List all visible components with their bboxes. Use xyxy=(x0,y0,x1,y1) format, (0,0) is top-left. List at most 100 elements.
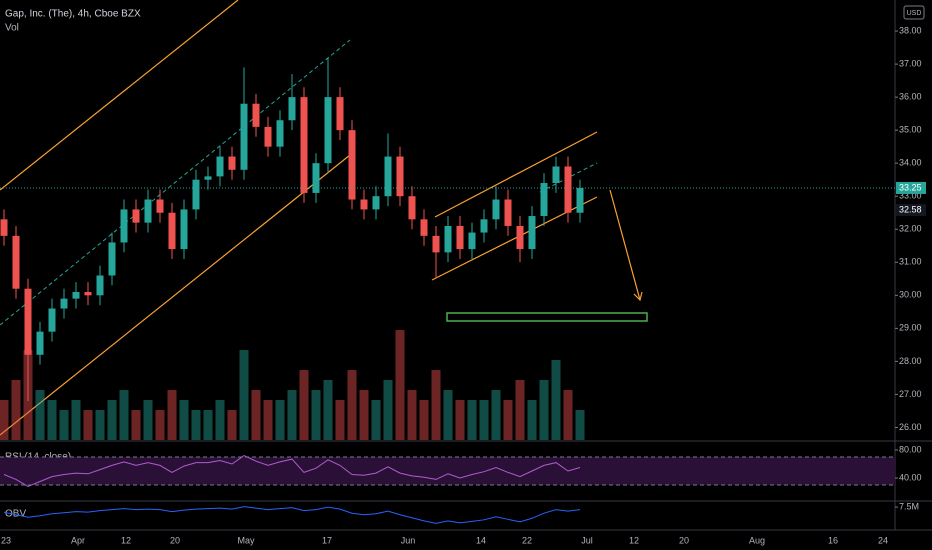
volume-bar xyxy=(107,400,117,440)
candle-body xyxy=(540,183,548,217)
x-tick-label: 22 xyxy=(522,535,532,545)
rsi-band xyxy=(0,456,895,486)
candle-body xyxy=(312,163,320,193)
obv-label: OBV xyxy=(5,509,26,520)
candle-body xyxy=(216,156,224,177)
volume-label: Vol xyxy=(5,23,19,34)
volume-bar xyxy=(431,370,441,440)
candle-body xyxy=(384,156,392,197)
volume-bar xyxy=(551,360,561,440)
volume-bar xyxy=(251,390,261,440)
candle-body xyxy=(564,166,572,213)
x-tick-label: 20 xyxy=(170,535,180,545)
volume-bar xyxy=(419,400,429,440)
candle-body xyxy=(0,219,8,236)
y-tick-label: 34.00 xyxy=(899,158,922,168)
currency-box xyxy=(903,5,925,20)
x-tick-label: Aug xyxy=(749,535,765,545)
candle-body xyxy=(60,298,68,309)
candle-body xyxy=(228,156,236,170)
volume-bar xyxy=(227,410,237,440)
volume-bar xyxy=(143,400,153,440)
x-tick-label: Jul xyxy=(581,535,593,545)
candle-body xyxy=(336,97,344,131)
y-tick-label: 33.00 xyxy=(899,191,922,201)
y-tick-label: 37.00 xyxy=(899,58,922,68)
price-tag-label: 33.25 xyxy=(899,182,922,192)
trend-line xyxy=(0,0,239,191)
volume-bar xyxy=(263,400,273,440)
x-tick-label: 24 xyxy=(878,535,888,545)
volume-bar xyxy=(407,390,417,440)
candle-body xyxy=(168,212,176,250)
volume-bar xyxy=(167,390,177,440)
volume-bar xyxy=(359,390,369,440)
volume-bar xyxy=(371,400,381,440)
candle-body xyxy=(132,209,140,223)
volume-bar xyxy=(131,410,141,440)
candle-body xyxy=(468,232,476,250)
candle-body xyxy=(96,275,104,296)
x-tick-label: 16 xyxy=(828,535,838,545)
candle-body xyxy=(180,209,188,250)
candle-body xyxy=(432,235,440,253)
arrow-head xyxy=(633,291,643,302)
candle-body xyxy=(348,130,356,200)
x-tick-label: 14 xyxy=(476,535,486,545)
candle-body xyxy=(300,97,308,193)
volume-bar xyxy=(311,390,321,440)
candle-body xyxy=(408,196,416,220)
trend-line xyxy=(0,39,351,326)
y-tick-label: 27.00 xyxy=(899,389,922,399)
volume-bar xyxy=(59,410,69,440)
x-tick-label: 23 xyxy=(1,535,11,545)
volume-bar xyxy=(83,410,93,440)
volume-bar xyxy=(347,370,357,440)
candle-body xyxy=(444,225,452,253)
volume-bar xyxy=(95,410,105,440)
candle-body xyxy=(492,199,500,220)
volume-bar xyxy=(155,410,165,440)
candle-body xyxy=(324,97,332,164)
price-tag xyxy=(896,181,926,194)
x-tick-label: May xyxy=(237,535,255,545)
candle-body xyxy=(144,199,152,223)
volume-bar xyxy=(191,410,201,440)
price-tag-label: 32.58 xyxy=(899,204,922,214)
volume-bar xyxy=(11,380,21,440)
candle-body xyxy=(396,156,404,197)
candle-body xyxy=(72,292,80,299)
volume-bar xyxy=(527,400,537,440)
obv-line xyxy=(3,506,581,524)
volume-bar xyxy=(539,380,549,440)
volume-bar xyxy=(215,400,225,440)
volume-bar xyxy=(47,400,57,440)
candle-body xyxy=(24,288,32,355)
volume-bar xyxy=(503,400,513,440)
y-tick-label: 28.00 xyxy=(899,356,922,366)
volume-bar xyxy=(203,410,213,440)
candle-body xyxy=(240,103,248,170)
y-tick-label: 31.00 xyxy=(899,257,922,267)
volume-bar xyxy=(515,380,525,440)
x-tick-label: Apr xyxy=(71,535,85,545)
volume-bar xyxy=(479,400,489,440)
x-tick-label: 17 xyxy=(322,535,332,545)
candle-body xyxy=(252,103,260,127)
candle-body xyxy=(192,179,200,210)
y-tick-label: 36.00 xyxy=(899,91,922,101)
volume-bar xyxy=(395,330,405,440)
candle-body xyxy=(264,126,272,147)
arrow xyxy=(609,189,641,301)
volume-bar xyxy=(71,400,81,440)
volume-bar xyxy=(443,390,453,440)
candle-body xyxy=(288,97,296,121)
y-tick-label: 7.5M xyxy=(899,501,919,511)
volume-bar xyxy=(467,400,477,440)
volume-bar xyxy=(455,400,465,440)
candle-body xyxy=(12,235,20,289)
volume-bar xyxy=(275,400,285,440)
volume-bar xyxy=(383,380,393,440)
